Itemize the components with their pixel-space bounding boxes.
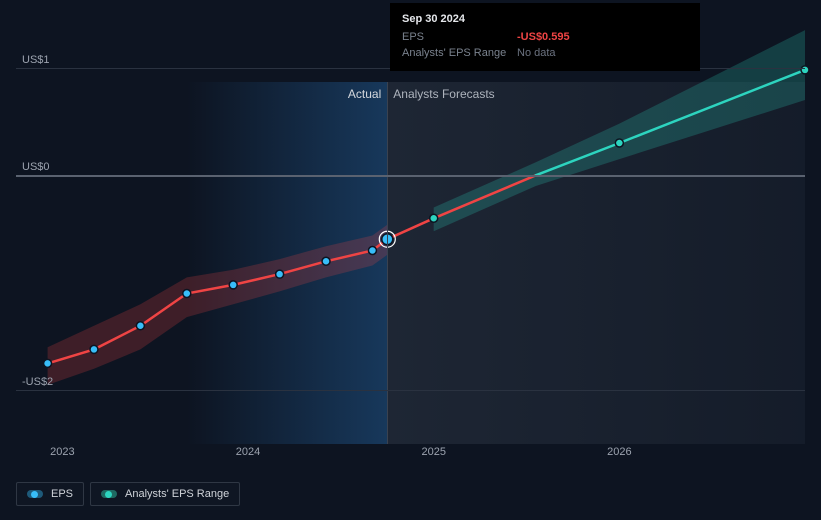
legend-label-range: Analysts' EPS Range [125, 488, 229, 500]
eps-actual-marker [276, 270, 284, 278]
tooltip-title: Sep 30 2024 [402, 13, 688, 25]
tooltip-key: EPS [402, 31, 517, 43]
eps-actual-marker [322, 257, 330, 265]
eps-actual-marker [44, 359, 52, 367]
x-axis-tick-label: 2026 [607, 446, 631, 458]
gridline-y [16, 390, 805, 391]
legend-swatch-range [101, 490, 117, 498]
eps-actual-marker [136, 322, 144, 330]
eps-forecast-chart: ActualAnalysts ForecastsUS$1US$0-US$2202… [16, 14, 805, 444]
legend-item-eps[interactable]: EPS [16, 482, 84, 506]
legend: EPS Analysts' EPS Range [16, 482, 240, 506]
eps-actual-marker [368, 247, 376, 255]
gridline-y [16, 175, 805, 177]
section-label-forecast: Analysts Forecasts [393, 87, 494, 101]
eps-bridge-line [387, 175, 536, 239]
tooltip-row: Analysts' EPS RangeNo data [402, 45, 688, 61]
legend-label-eps: EPS [51, 488, 73, 500]
x-axis-tick-label: 2023 [50, 446, 74, 458]
y-axis-tick-label: US$1 [22, 54, 50, 66]
tooltip-key: Analysts' EPS Range [402, 47, 517, 59]
eps-actual-marker [183, 290, 191, 298]
tooltip-value: -US$0.595 [517, 31, 570, 43]
eps-actual-marker [229, 281, 237, 289]
eps-forecast-marker [430, 214, 438, 222]
x-axis-tick-label: 2025 [421, 446, 445, 458]
legend-item-range[interactable]: Analysts' EPS Range [90, 482, 240, 506]
eps-forecast-marker [615, 139, 623, 147]
legend-swatch-eps [27, 490, 43, 498]
eps-forecast-line [536, 70, 805, 175]
section-label-actual: Actual [187, 87, 381, 101]
tooltip-row: EPS-US$0.595 [402, 29, 688, 45]
chart-svg [16, 14, 805, 444]
eps-actual-band [48, 225, 388, 385]
plot-area [16, 14, 805, 444]
y-axis-tick-label: -US$2 [22, 376, 53, 388]
tooltip-value: No data [517, 47, 556, 59]
tooltip: Sep 30 2024EPS-US$0.595Analysts' EPS Ran… [390, 3, 700, 71]
x-axis-tick-label: 2024 [236, 446, 260, 458]
eps-actual-marker [90, 345, 98, 353]
y-axis-tick-label: US$0 [22, 161, 50, 173]
